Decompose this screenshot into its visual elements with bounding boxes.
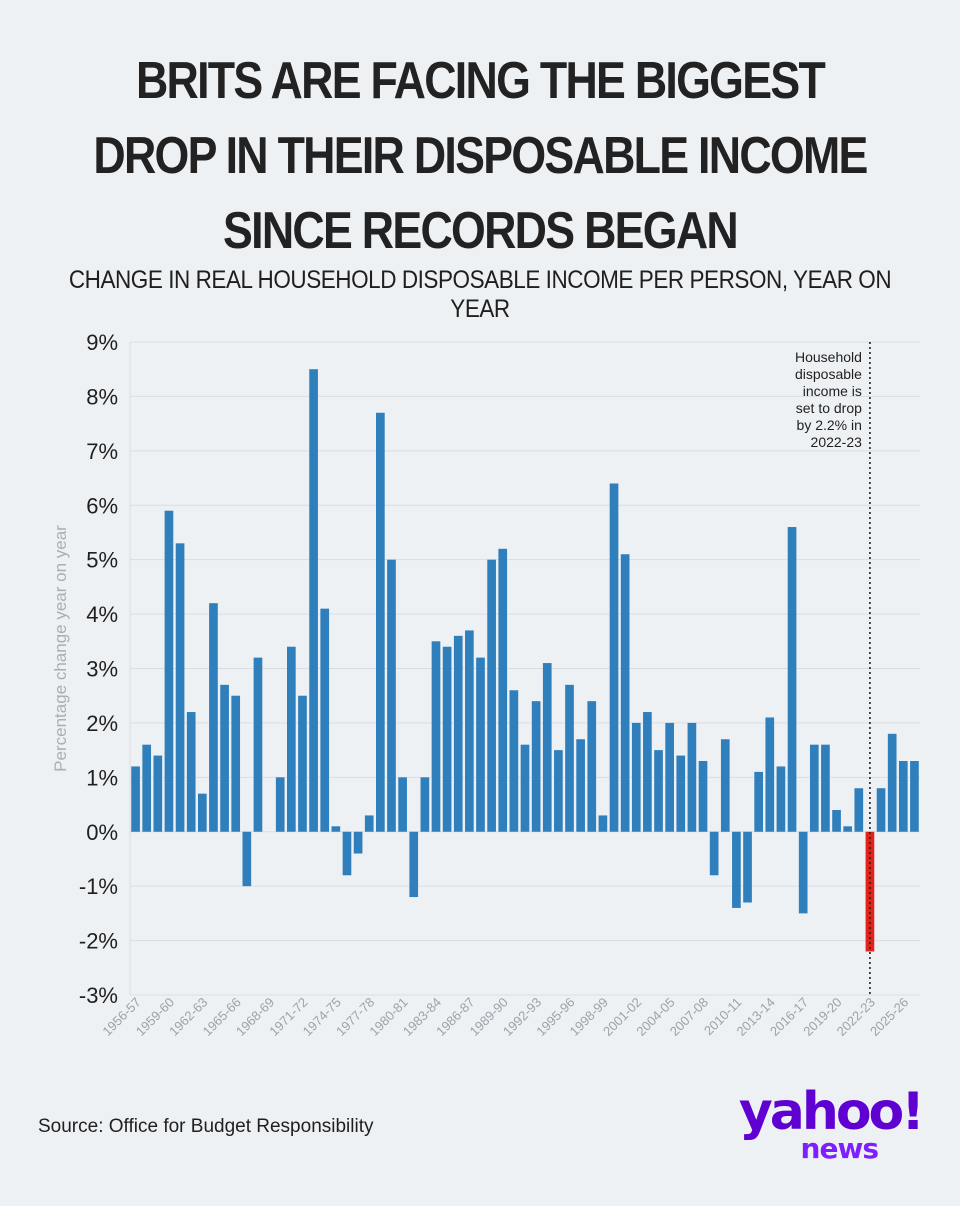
bar-2008-09 bbox=[709, 831, 719, 876]
bar-1986-87 bbox=[465, 630, 474, 832]
bar-1985-86 bbox=[453, 635, 463, 832]
bar-1992-93 bbox=[531, 701, 541, 832]
bar-1996-97 bbox=[576, 739, 585, 832]
bar-2007-08 bbox=[698, 761, 708, 832]
bar-2005-06 bbox=[676, 755, 686, 832]
bar-1975-76 bbox=[342, 831, 352, 876]
bar-2003-04 bbox=[654, 750, 663, 832]
bar-1984-85 bbox=[442, 646, 452, 832]
logo-subword: news bbox=[800, 1132, 879, 1165]
annotation-line: 2022-23 bbox=[811, 434, 863, 450]
bar-1988-89 bbox=[487, 559, 496, 832]
bar-2026-27 bbox=[910, 761, 919, 832]
bar-1962-63 bbox=[197, 793, 207, 832]
bar-1998-99 bbox=[598, 815, 608, 832]
y-tick-label: 5% bbox=[86, 548, 118, 573]
bar-1971-72 bbox=[298, 695, 307, 832]
annotation-line: disposable bbox=[795, 366, 862, 382]
bar-2000-01 bbox=[620, 554, 630, 832]
bar-1989-90 bbox=[498, 548, 508, 832]
bar-2016-17 bbox=[798, 831, 808, 914]
bar-1967-68 bbox=[253, 657, 263, 832]
bar-1964-65 bbox=[220, 684, 229, 832]
bar-2018-19 bbox=[821, 744, 830, 832]
annotation-line: Household bbox=[795, 349, 862, 365]
bar-2020-21 bbox=[843, 826, 853, 832]
y-tick-label: 4% bbox=[86, 602, 118, 627]
bar-1990-91 bbox=[509, 690, 519, 832]
bar-2014-15 bbox=[776, 766, 786, 832]
bar-1991-92 bbox=[520, 744, 530, 832]
y-tick-label: 2% bbox=[86, 711, 118, 736]
bar-1963-64 bbox=[209, 603, 218, 832]
bar-1974-75 bbox=[331, 826, 341, 832]
bar-1960-61 bbox=[175, 543, 185, 832]
bar-1987-88 bbox=[476, 657, 485, 832]
y-tick-label: 3% bbox=[86, 657, 118, 682]
bar-1966-67 bbox=[242, 831, 252, 887]
bar-1983-84 bbox=[431, 641, 441, 832]
annotation-text: Household disposable income is set to drop b… bbox=[795, 349, 862, 450]
source-note: Source: Office for Budget Responsibility bbox=[38, 1116, 374, 1137]
bar-2017-18 bbox=[809, 744, 819, 832]
logo-wordmark: yahoo! bbox=[738, 1082, 925, 1142]
bar-1981-82 bbox=[409, 831, 419, 898]
bar-1965-66 bbox=[231, 695, 241, 832]
bar-1961-62 bbox=[186, 712, 196, 832]
bar-1977-78 bbox=[364, 815, 374, 832]
annotation-line: set to drop bbox=[796, 400, 862, 416]
bar-2001-02 bbox=[631, 722, 641, 832]
bar-2021-22 bbox=[854, 788, 864, 832]
bar-1956-57 bbox=[131, 766, 140, 832]
bar-1973-74 bbox=[320, 608, 330, 832]
y-tick-label: -1% bbox=[79, 874, 118, 899]
y-tick-label: 7% bbox=[86, 439, 118, 464]
bar-highlight-2022-23 bbox=[865, 831, 875, 952]
bar-2015-16 bbox=[787, 527, 797, 832]
bar-2006-07 bbox=[687, 722, 697, 832]
y-axis-title: Percentage change year on year bbox=[51, 525, 70, 772]
bar-2004-05 bbox=[665, 722, 674, 832]
bar-2011-12 bbox=[743, 831, 752, 903]
y-tick-label: 9% bbox=[86, 330, 118, 355]
bar-1957-58 bbox=[142, 744, 152, 832]
y-tick-label: -3% bbox=[79, 983, 118, 1008]
bar-1978-79 bbox=[376, 412, 385, 832]
bar-1993-94 bbox=[542, 663, 552, 832]
bar-2009-10 bbox=[720, 739, 730, 832]
bar-1976-77 bbox=[353, 831, 363, 854]
y-tick-label: 6% bbox=[86, 493, 118, 518]
y-tick-label: 0% bbox=[86, 820, 118, 845]
bar-2002-03 bbox=[643, 712, 652, 832]
yahoo-news-logo: yahoo! news bbox=[734, 1082, 934, 1172]
chart-subtitle: CHANGE IN REAL HOUSEHOLD DISPOSABLE INCO… bbox=[68, 266, 892, 323]
bar-1980-81 bbox=[398, 777, 407, 832]
bar-2024-25 bbox=[887, 733, 897, 832]
bar-1969-70 bbox=[275, 777, 285, 832]
bar-1959-60 bbox=[164, 510, 174, 832]
bar-2013-14 bbox=[765, 717, 775, 832]
bar-2025-26 bbox=[898, 761, 908, 832]
bar-1972-73 bbox=[309, 369, 318, 832]
bar-chart: 9%8%7%6%5%4%3%2%1%0%-1%-2%-3%1956-571959… bbox=[51, 330, 920, 1039]
y-tick-label: 1% bbox=[86, 765, 118, 790]
bar-1994-95 bbox=[554, 750, 563, 832]
bar-2012-13 bbox=[754, 771, 764, 832]
y-tick-label: -2% bbox=[79, 929, 118, 954]
bar-1999-00 bbox=[609, 483, 619, 832]
annotation-line: by 2.2% in bbox=[797, 417, 862, 433]
bar-2019-20 bbox=[832, 809, 841, 832]
bar-1995-96 bbox=[565, 684, 574, 832]
bar-1970-71 bbox=[286, 646, 296, 832]
bar-1979-80 bbox=[387, 559, 396, 832]
y-tick-label: 8% bbox=[86, 384, 118, 409]
bar-1982-83 bbox=[420, 777, 430, 832]
chart-title: BRITS ARE FACING THE BIGGEST DROP IN THE… bbox=[93, 52, 868, 260]
bar-1997-98 bbox=[587, 701, 597, 832]
annotation-line: income is bbox=[803, 383, 862, 399]
bar-2010-11 bbox=[732, 831, 741, 908]
bar-2023-24 bbox=[876, 788, 886, 832]
bar-1958-59 bbox=[153, 755, 163, 832]
